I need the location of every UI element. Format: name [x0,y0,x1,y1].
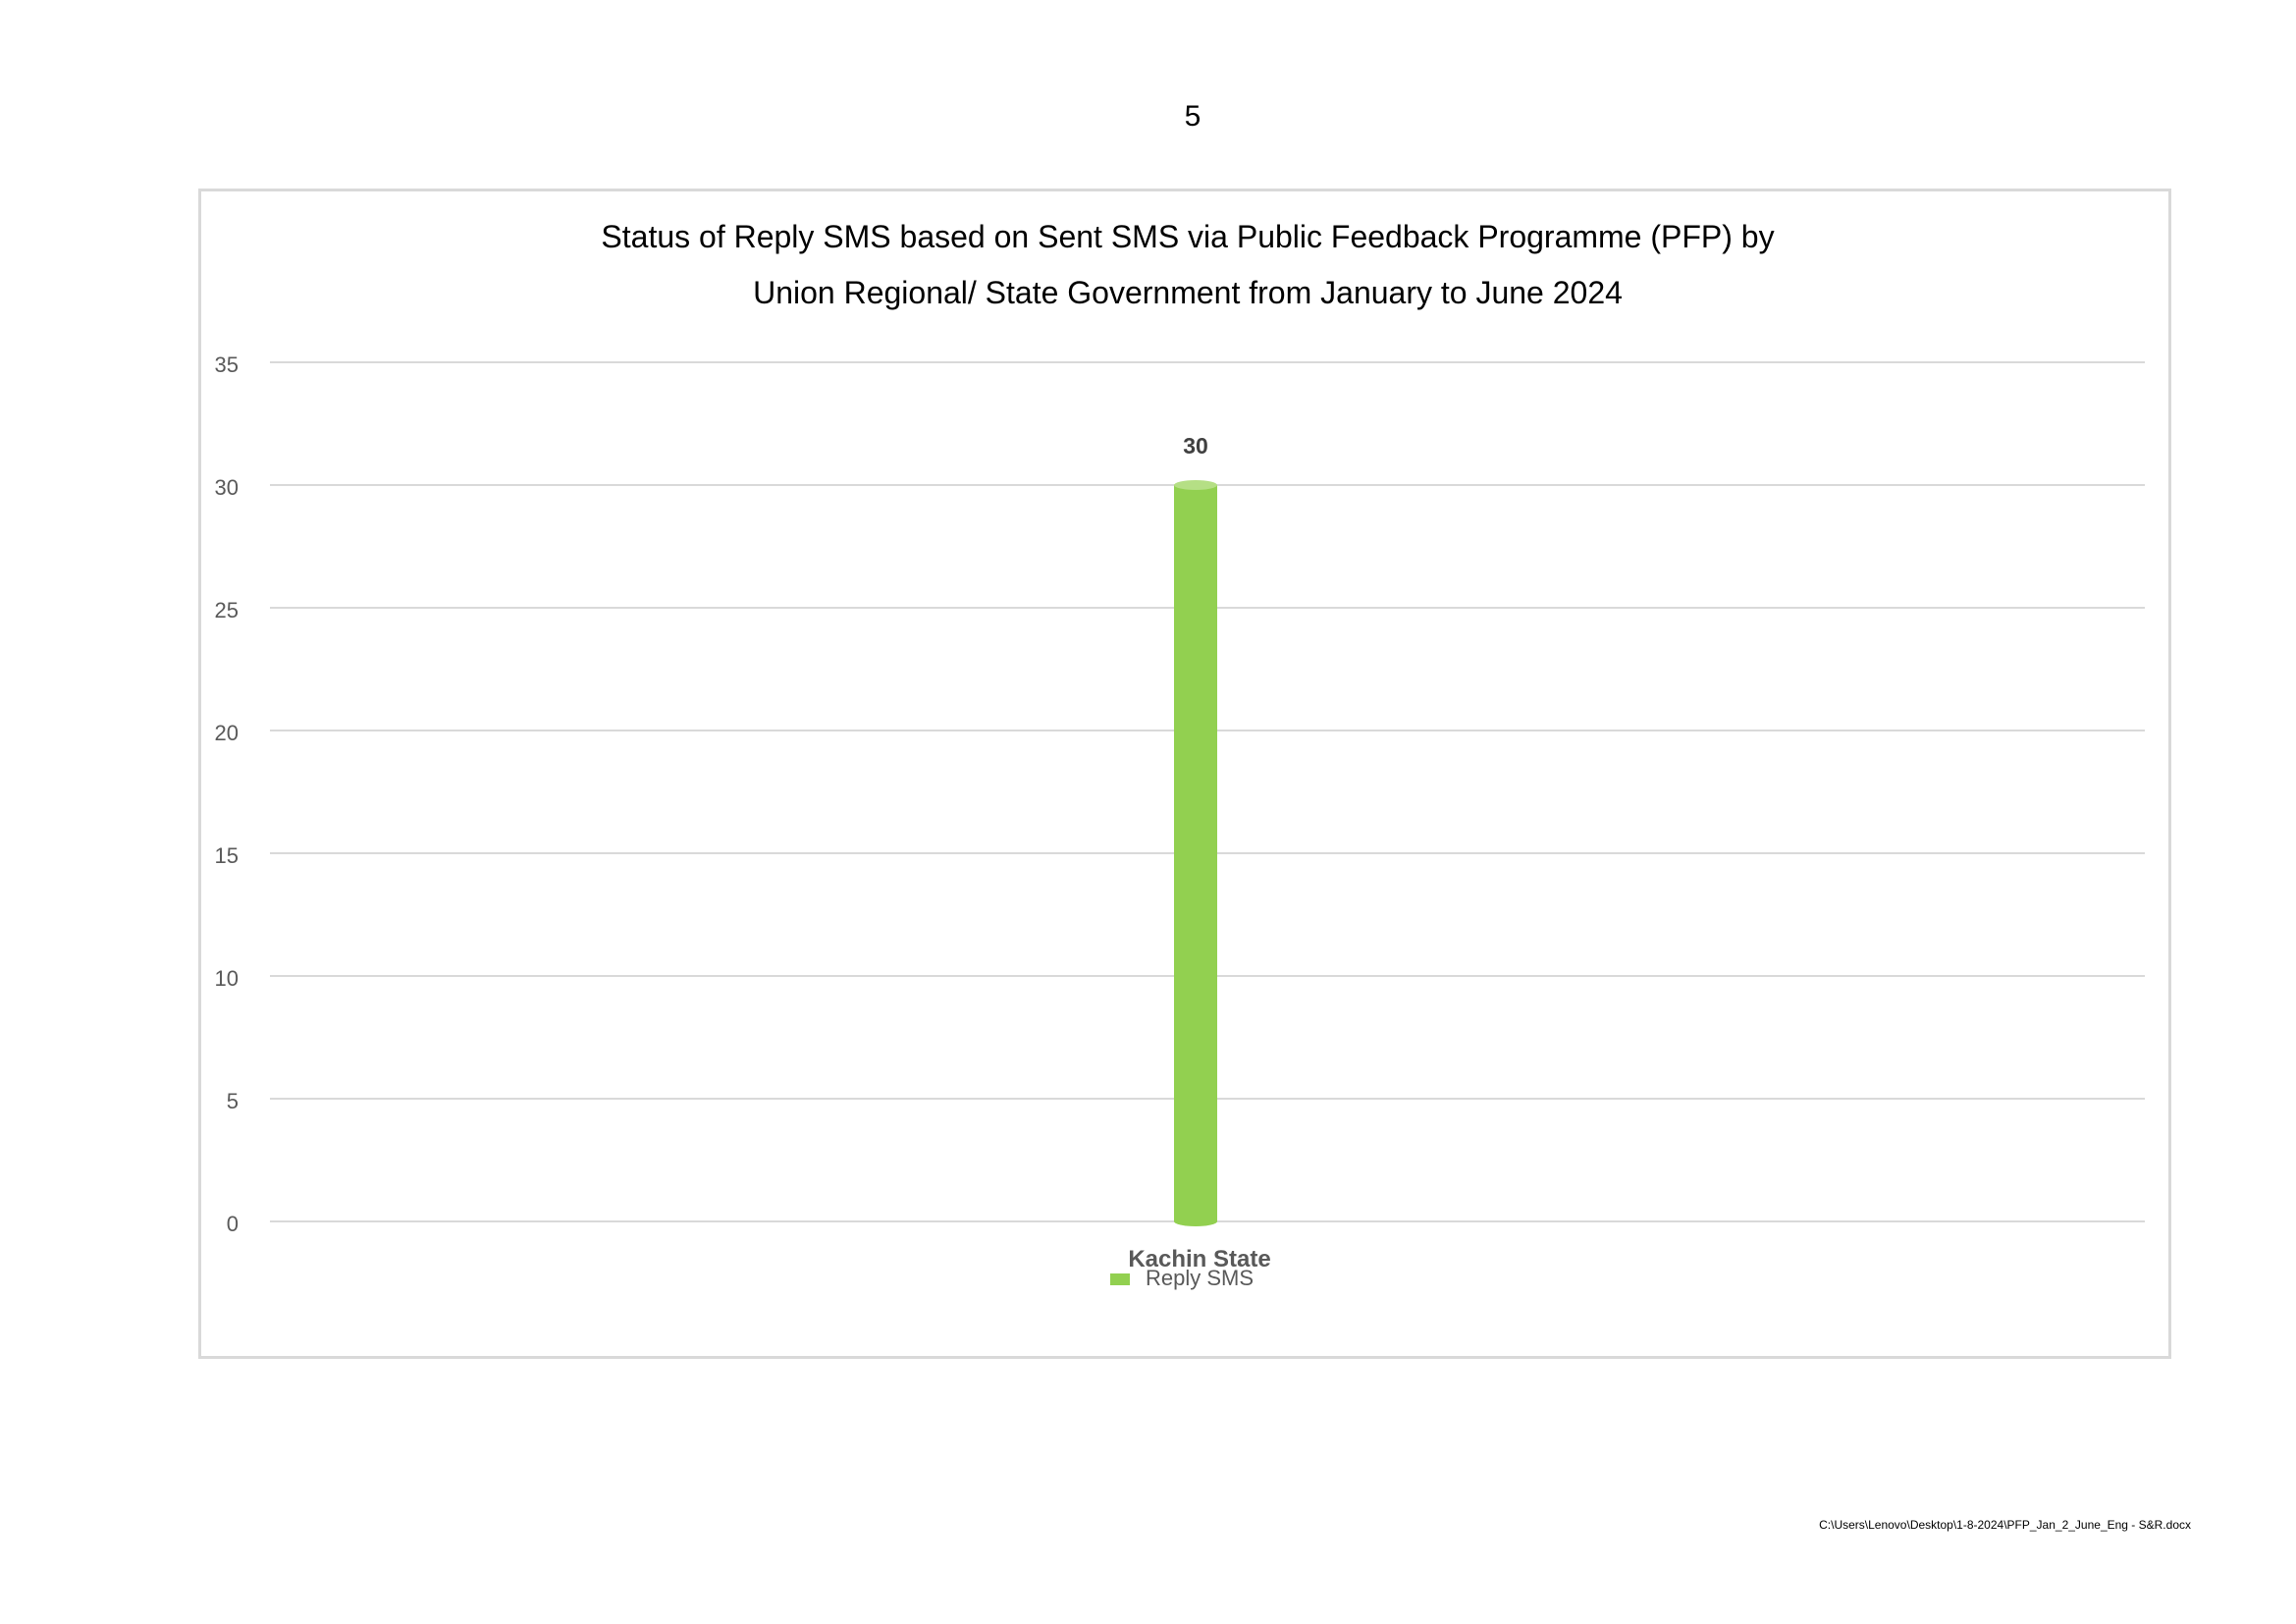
y-tick-label: 15 [215,843,239,868]
y-tick-label: 20 [215,721,239,745]
y-tick-label: 10 [215,966,239,991]
bar-base [1174,1217,1217,1226]
bar [1174,485,1217,1221]
chart-title-line-2: Union Regional/ State Government from Ja… [753,275,1623,310]
page-number: 5 [1184,100,1201,133]
footer-file-path: C:\Users\Lenovo\Desktop\1-8-2024\PFP_Jan… [1819,1518,2191,1532]
y-tick-label: 25 [215,598,239,623]
chart-frame: Status of Reply SMS based on Sent SMS vi… [198,189,2171,1359]
bar-top [1174,480,1217,490]
y-tick-label: 30 [215,475,239,500]
data-label: 30 [1183,433,1208,459]
y-tick-label: 35 [215,352,239,377]
y-tick-label: 5 [227,1089,239,1113]
y-tick-label: 0 [227,1212,239,1236]
legend-swatch [1110,1273,1130,1285]
chart-title-line-1: Status of Reply SMS based on Sent SMS vi… [601,219,1775,254]
legend-label: Reply SMS [1146,1266,1254,1290]
x-category-label: Kachin State [1128,1246,1270,1272]
chart-title: Status of Reply SMS based on Sent SMS vi… [201,209,2174,321]
